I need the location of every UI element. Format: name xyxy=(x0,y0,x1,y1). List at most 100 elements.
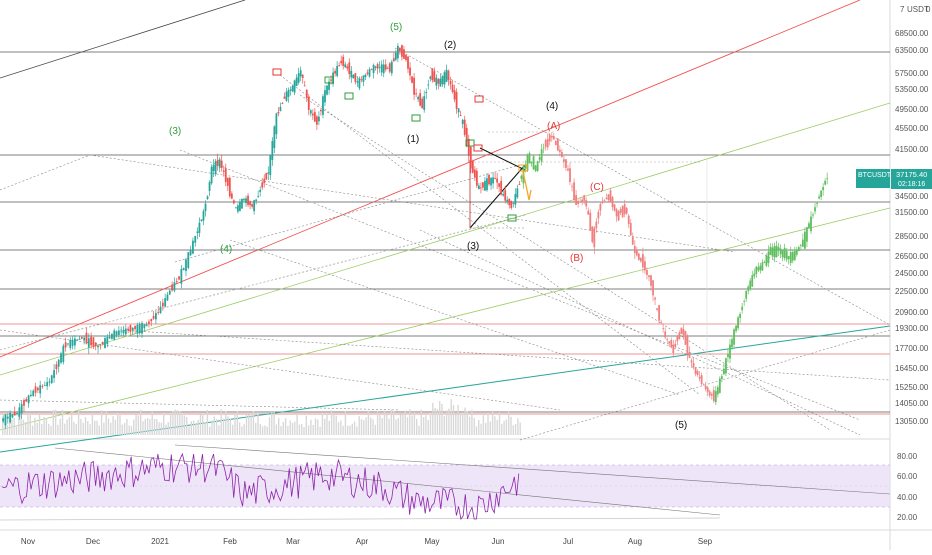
price-candle xyxy=(494,178,496,179)
volume-bar xyxy=(41,424,43,435)
volume-bar xyxy=(128,425,130,435)
projection-down-candle xyxy=(546,139,549,148)
price-candle xyxy=(253,200,256,212)
volume-bar xyxy=(11,419,13,435)
wave-label: (3) xyxy=(169,126,181,137)
price-candle xyxy=(34,386,37,393)
price-candle xyxy=(477,185,480,190)
volume-bar xyxy=(156,419,158,435)
projection-down-candle xyxy=(692,363,695,368)
price-tick-label: 20900.00 xyxy=(895,308,929,317)
dotted-trend-line xyxy=(119,329,891,381)
projection-rise-candle xyxy=(747,286,750,291)
projection-up-candle xyxy=(534,165,537,171)
projection-down-candle xyxy=(710,394,713,396)
price-candle xyxy=(241,198,243,209)
projection-down-candle xyxy=(700,375,703,384)
price-candle xyxy=(315,116,318,125)
projection-down-candle xyxy=(587,210,590,215)
projection-rise-candle xyxy=(755,266,758,275)
price-candle xyxy=(403,49,405,59)
volume-bar xyxy=(121,424,123,435)
volume-bar xyxy=(179,411,181,435)
pivot-box xyxy=(344,92,354,100)
price-candle xyxy=(374,66,377,68)
price-candle xyxy=(30,394,32,397)
volume-bar xyxy=(137,415,140,435)
price-tick-label: 14050.00 xyxy=(895,399,929,408)
price-candle xyxy=(23,400,25,406)
volume-bar xyxy=(45,418,48,435)
projection-rise-candle xyxy=(820,190,823,197)
volume-bar xyxy=(80,418,82,435)
price-candle xyxy=(39,385,42,394)
wave-label: (2) xyxy=(444,40,456,51)
price-candle xyxy=(279,106,282,111)
price-candle xyxy=(216,159,219,166)
price-candle xyxy=(237,205,239,212)
symbol-label: BTCUSDT xyxy=(858,172,892,179)
volume-bar xyxy=(386,414,388,435)
price-candle xyxy=(134,326,136,330)
price-candle xyxy=(141,323,143,334)
projection-rise-candle xyxy=(785,250,788,260)
projection-down-candle xyxy=(579,201,582,203)
projection-up-candle xyxy=(530,162,533,164)
rsi-tick-label: 40.00 xyxy=(897,493,918,502)
volume-bar xyxy=(475,426,478,435)
volume-bar xyxy=(133,419,135,435)
wave-label: (A) xyxy=(547,121,560,132)
date-tick-label: Jul xyxy=(563,537,573,546)
volume-bar xyxy=(508,410,510,435)
projection-rise-candle xyxy=(739,313,742,319)
volume-bar xyxy=(457,404,459,435)
projection-rise-candle xyxy=(779,248,782,255)
price-candle xyxy=(120,331,123,333)
projection-up-candle xyxy=(520,175,523,179)
price-candle xyxy=(506,199,509,202)
volume-bar xyxy=(140,409,142,435)
price-candle xyxy=(6,416,9,419)
price-candle xyxy=(71,339,74,346)
red-channel-line xyxy=(0,0,861,358)
volume-bar xyxy=(294,421,296,435)
projection-up-candle xyxy=(542,147,545,149)
volume-bar xyxy=(441,404,443,435)
price-candle xyxy=(180,269,183,284)
price-candle xyxy=(297,73,300,83)
projection-down-candle xyxy=(548,134,551,142)
volume-bar xyxy=(399,414,402,435)
projection-up-candle xyxy=(532,156,535,170)
date-tick-label: Apr xyxy=(356,537,369,546)
price-candle xyxy=(281,103,284,104)
projection-down-candle xyxy=(599,204,602,211)
price-candle xyxy=(94,342,97,347)
volume-bar xyxy=(181,413,183,435)
price-tick-label: 34500.00 xyxy=(895,192,929,201)
projection-rise-candle xyxy=(801,239,804,247)
price-candle xyxy=(356,81,359,83)
volume-bar xyxy=(192,420,195,435)
volume-bar xyxy=(284,418,287,435)
price-candle xyxy=(189,250,192,256)
price-candle xyxy=(220,160,223,168)
projection-down-candle xyxy=(595,221,598,229)
volume-bar xyxy=(340,420,342,435)
price-candle xyxy=(405,55,407,61)
price-candle xyxy=(413,77,415,95)
projection-down-candle xyxy=(642,254,644,268)
price-candle xyxy=(182,267,185,271)
projection-down-candle xyxy=(668,341,671,344)
volume-bar xyxy=(353,421,356,435)
volume-bar xyxy=(360,419,363,435)
volume-bar xyxy=(8,422,11,435)
countdown: 02:18:16 xyxy=(898,181,925,188)
volume-bar xyxy=(291,422,294,435)
volume-bar xyxy=(236,410,238,435)
date-tick-label: Sep xyxy=(698,537,713,546)
volume-bar xyxy=(268,417,271,435)
volume-bar xyxy=(38,414,41,435)
price-candle xyxy=(457,108,460,113)
price-candle xyxy=(380,64,383,73)
volume-bar xyxy=(264,425,266,435)
